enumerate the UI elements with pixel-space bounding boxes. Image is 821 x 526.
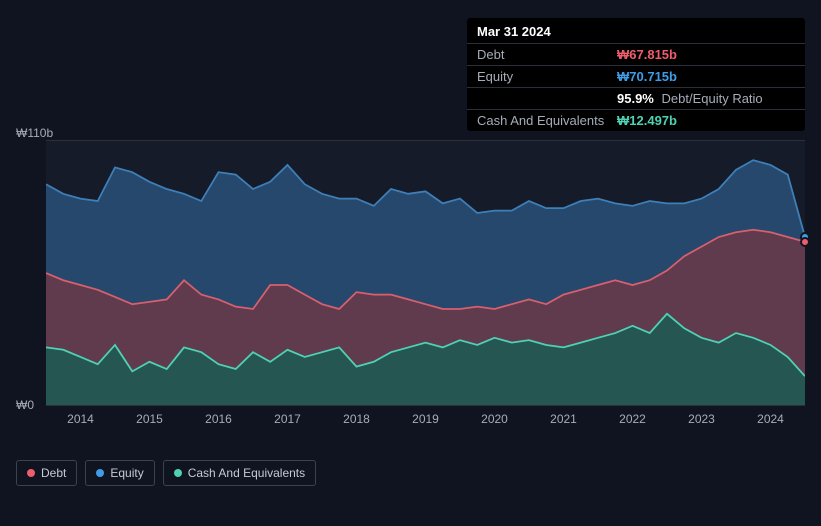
x-tick-label: 2020	[481, 412, 508, 432]
x-tick-label: 2021	[550, 412, 577, 432]
x-tick-label: 2015	[136, 412, 163, 432]
chart-legend: Debt Equity Cash And Equivalents	[16, 460, 316, 486]
x-tick-label: 2016	[205, 412, 232, 432]
legend-item-debt[interactable]: Debt	[16, 460, 77, 486]
legend-item-equity[interactable]: Equity	[85, 460, 154, 486]
legend-item-cash[interactable]: Cash And Equivalents	[163, 460, 316, 486]
tooltip-label: Debt	[477, 47, 617, 62]
legend-dot	[96, 469, 104, 477]
tooltip-value: 95.9% Debt/Equity Ratio	[617, 91, 763, 106]
legend-label: Debt	[41, 466, 66, 480]
tooltip-row-equity: Equity ₩70.715b	[467, 66, 805, 88]
tooltip-value: ₩70.715b	[617, 69, 677, 84]
tooltip-label: Cash And Equivalents	[477, 113, 617, 128]
ratio-suffix: Debt/Equity Ratio	[662, 91, 763, 106]
x-tick-label: 2014	[67, 412, 94, 432]
legend-dot	[174, 469, 182, 477]
tooltip-date: Mar 31 2024	[467, 18, 805, 44]
x-tick-label: 2018	[343, 412, 370, 432]
x-tick-label: 2019	[412, 412, 439, 432]
x-tick-label: 2023	[688, 412, 715, 432]
y-axis-min: ₩0	[16, 398, 34, 412]
x-tick-label: 2024	[757, 412, 784, 432]
chart-tooltip: Mar 31 2024 Debt ₩67.815b Equity ₩70.715…	[467, 18, 805, 131]
x-axis-labels: 2014 2015 2016 2017 2018 2019 2020 2021 2022 2023…	[46, 412, 805, 432]
chart-container: ₩110b ₩0 2014 2015 2016 2017 2018 2019 2020 202…	[16, 120, 805, 486]
ratio-pct: 95.9%	[617, 91, 654, 106]
y-axis-max: ₩110b	[16, 126, 53, 140]
tooltip-label: Equity	[477, 69, 617, 84]
legend-label: Cash And Equivalents	[188, 466, 305, 480]
tooltip-value: ₩67.815b	[617, 47, 677, 62]
chart-plot-area[interactable]	[46, 140, 805, 406]
tooltip-row-cash: Cash And Equivalents ₩12.497b	[467, 110, 805, 131]
tooltip-row-debt: Debt ₩67.815b	[467, 44, 805, 66]
series-end-marker-debt	[800, 237, 810, 247]
tooltip-value: ₩12.497b	[617, 113, 677, 128]
x-tick-label: 2017	[274, 412, 301, 432]
legend-dot	[27, 469, 35, 477]
tooltip-row-ratio: 95.9% Debt/Equity Ratio	[467, 88, 805, 110]
x-tick-label: 2022	[619, 412, 646, 432]
legend-label: Equity	[110, 466, 143, 480]
chart-svg	[46, 141, 805, 405]
